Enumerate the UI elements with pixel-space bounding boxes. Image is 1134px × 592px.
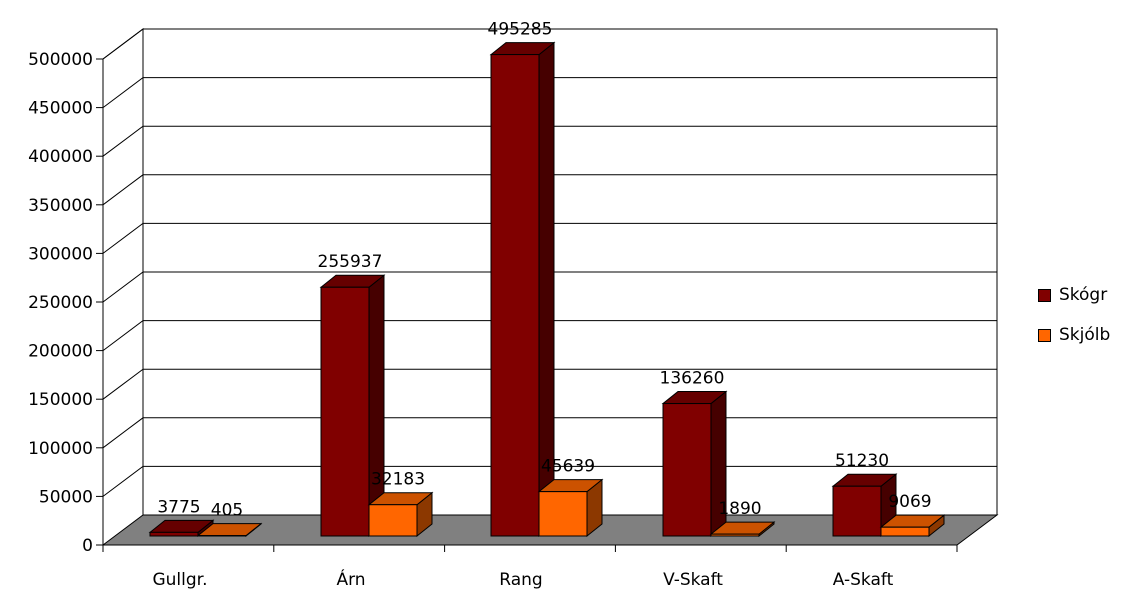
bars (148, 41, 946, 538)
legend-item-skjolb: Skjólb (1038, 323, 1110, 347)
bar (489, 41, 556, 538)
bar (709, 521, 776, 538)
y-tick-label: 500000 (28, 50, 93, 70)
legend-swatch (1038, 328, 1051, 342)
legend-item-skogr: Skógr (1038, 283, 1110, 307)
axes: 0 50000 100000 150000 200000 250000 300000 3500… (28, 50, 958, 556)
x-tick-label: Gullgr. (152, 570, 207, 590)
data-label: 3775 (157, 497, 200, 517)
bar (196, 522, 263, 538)
bar (879, 514, 946, 538)
x-tick-label: Rang (499, 570, 542, 590)
legend-label: Skjólb (1059, 325, 1111, 345)
y-tick-label: 200000 (28, 342, 93, 362)
gridlines (102, 28, 997, 497)
bar (367, 491, 434, 538)
bar-front (710, 533, 760, 537)
gridline (102, 174, 997, 206)
legend-label: Skógr (1059, 285, 1108, 305)
side-wall (102, 28, 144, 515)
bar-front (880, 526, 930, 537)
bar-front (832, 485, 882, 537)
data-label: 51230 (835, 451, 889, 471)
x-tick-label: V-Skaft (663, 570, 723, 590)
y-tick-label: 450000 (28, 99, 93, 119)
data-label: 136260 (660, 369, 725, 389)
y-tick-label: 150000 (28, 390, 93, 410)
data-label: 45639 (541, 457, 595, 477)
bar-front (490, 54, 540, 537)
data-label: 495285 (488, 20, 553, 40)
gridline (102, 125, 997, 157)
gridline (102, 77, 997, 108)
bar-front (320, 286, 370, 537)
data-label: 255937 (318, 252, 383, 272)
bar-front (149, 531, 199, 537)
y-tick-label: 0 (82, 536, 93, 556)
bar (537, 478, 604, 538)
bar (661, 390, 728, 538)
y-tick-label: 250000 (28, 293, 93, 313)
data-label: 32183 (371, 470, 425, 490)
legend-swatch (1038, 288, 1051, 302)
data-label: 9069 (888, 492, 931, 512)
data-label: 405 (211, 501, 243, 521)
bar (319, 274, 386, 538)
gridline (102, 222, 997, 254)
bar-front (538, 491, 588, 537)
data-label: 1890 (718, 499, 761, 519)
y-tick-label: 100000 (28, 439, 93, 459)
gridline (102, 271, 997, 303)
y-tick-label: 350000 (28, 196, 93, 216)
x-tick-label: A-Skaft (833, 570, 894, 590)
y-tick-label: 50000 (39, 487, 93, 507)
gridline (102, 320, 997, 351)
x-tick-label: Árn (336, 568, 365, 590)
bar-front (368, 504, 418, 537)
bar-front (662, 403, 712, 537)
legend: Skógr Skjólb (1038, 283, 1110, 363)
labels: Gullgr. Árn Rang V-Skaft A-Skaft 3775 405 25593… (152, 20, 931, 590)
gridline (102, 368, 997, 400)
gridline (102, 28, 997, 60)
y-tick-label: 400000 (28, 147, 93, 167)
y-tick-label: 300000 (28, 244, 93, 264)
